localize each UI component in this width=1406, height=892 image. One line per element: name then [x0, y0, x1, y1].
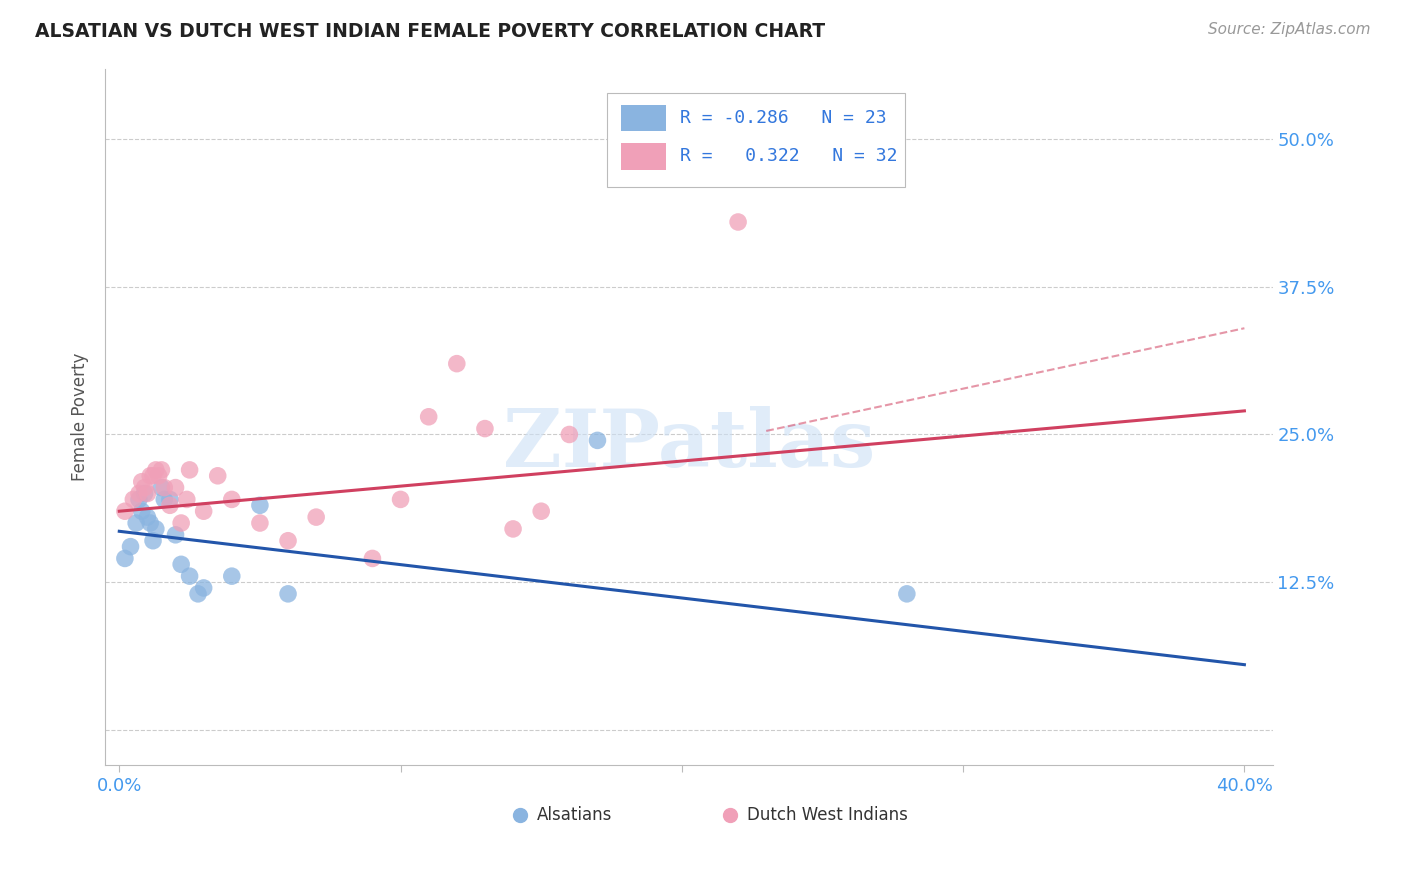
- Text: Alsatians: Alsatians: [537, 806, 613, 824]
- Point: [193, 581, 215, 595]
- Point: [131, 504, 153, 518]
- Point: [150, 481, 173, 495]
- Point: [139, 516, 162, 530]
- Point: [446, 357, 468, 371]
- Bar: [621, 104, 665, 131]
- Point: [136, 510, 159, 524]
- Point: [249, 516, 271, 530]
- Point: [727, 215, 749, 229]
- Point: [148, 468, 170, 483]
- Text: Dutch West Indians: Dutch West Indians: [747, 806, 908, 824]
- Point: [139, 468, 162, 483]
- Point: [159, 498, 181, 512]
- Point: [131, 475, 153, 489]
- Point: [1107, 807, 1129, 822]
- Point: [305, 510, 328, 524]
- Point: [277, 533, 299, 548]
- Point: [142, 468, 165, 483]
- Point: [142, 533, 165, 548]
- Point: [122, 492, 145, 507]
- Bar: [621, 143, 665, 169]
- Point: [558, 427, 581, 442]
- Point: [187, 587, 209, 601]
- Point: [125, 516, 148, 530]
- Point: [170, 516, 193, 530]
- Point: [361, 551, 384, 566]
- Point: [530, 504, 553, 518]
- Point: [134, 486, 156, 500]
- Point: [153, 492, 176, 507]
- FancyBboxPatch shape: [607, 93, 905, 187]
- Point: [586, 434, 609, 448]
- Y-axis label: Female Poverty: Female Poverty: [72, 352, 89, 481]
- Point: [221, 569, 243, 583]
- Text: R =   0.322   N = 32: R = 0.322 N = 32: [679, 147, 897, 165]
- Point: [159, 492, 181, 507]
- Point: [176, 492, 198, 507]
- Text: ZIPatlas: ZIPatlas: [503, 406, 875, 483]
- Point: [170, 558, 193, 572]
- Point: [249, 498, 271, 512]
- Point: [134, 481, 156, 495]
- Point: [165, 481, 187, 495]
- Point: [136, 486, 159, 500]
- Point: [207, 468, 229, 483]
- Point: [474, 421, 496, 435]
- Point: [165, 528, 187, 542]
- Point: [179, 463, 201, 477]
- Point: [145, 522, 167, 536]
- Point: [221, 492, 243, 507]
- Point: [389, 492, 412, 507]
- Point: [418, 409, 440, 424]
- Point: [896, 587, 918, 601]
- Point: [179, 569, 201, 583]
- Point: [145, 463, 167, 477]
- Point: [120, 540, 142, 554]
- Point: [114, 504, 136, 518]
- Point: [277, 587, 299, 601]
- Point: [150, 463, 173, 477]
- Text: ALSATIAN VS DUTCH WEST INDIAN FEMALE POVERTY CORRELATION CHART: ALSATIAN VS DUTCH WEST INDIAN FEMALE POV…: [35, 22, 825, 41]
- Point: [128, 486, 150, 500]
- Point: [153, 481, 176, 495]
- Point: [193, 504, 215, 518]
- Text: Source: ZipAtlas.com: Source: ZipAtlas.com: [1208, 22, 1371, 37]
- Text: R = -0.286   N = 23: R = -0.286 N = 23: [679, 109, 886, 127]
- Point: [114, 551, 136, 566]
- Point: [502, 522, 524, 536]
- Point: [128, 492, 150, 507]
